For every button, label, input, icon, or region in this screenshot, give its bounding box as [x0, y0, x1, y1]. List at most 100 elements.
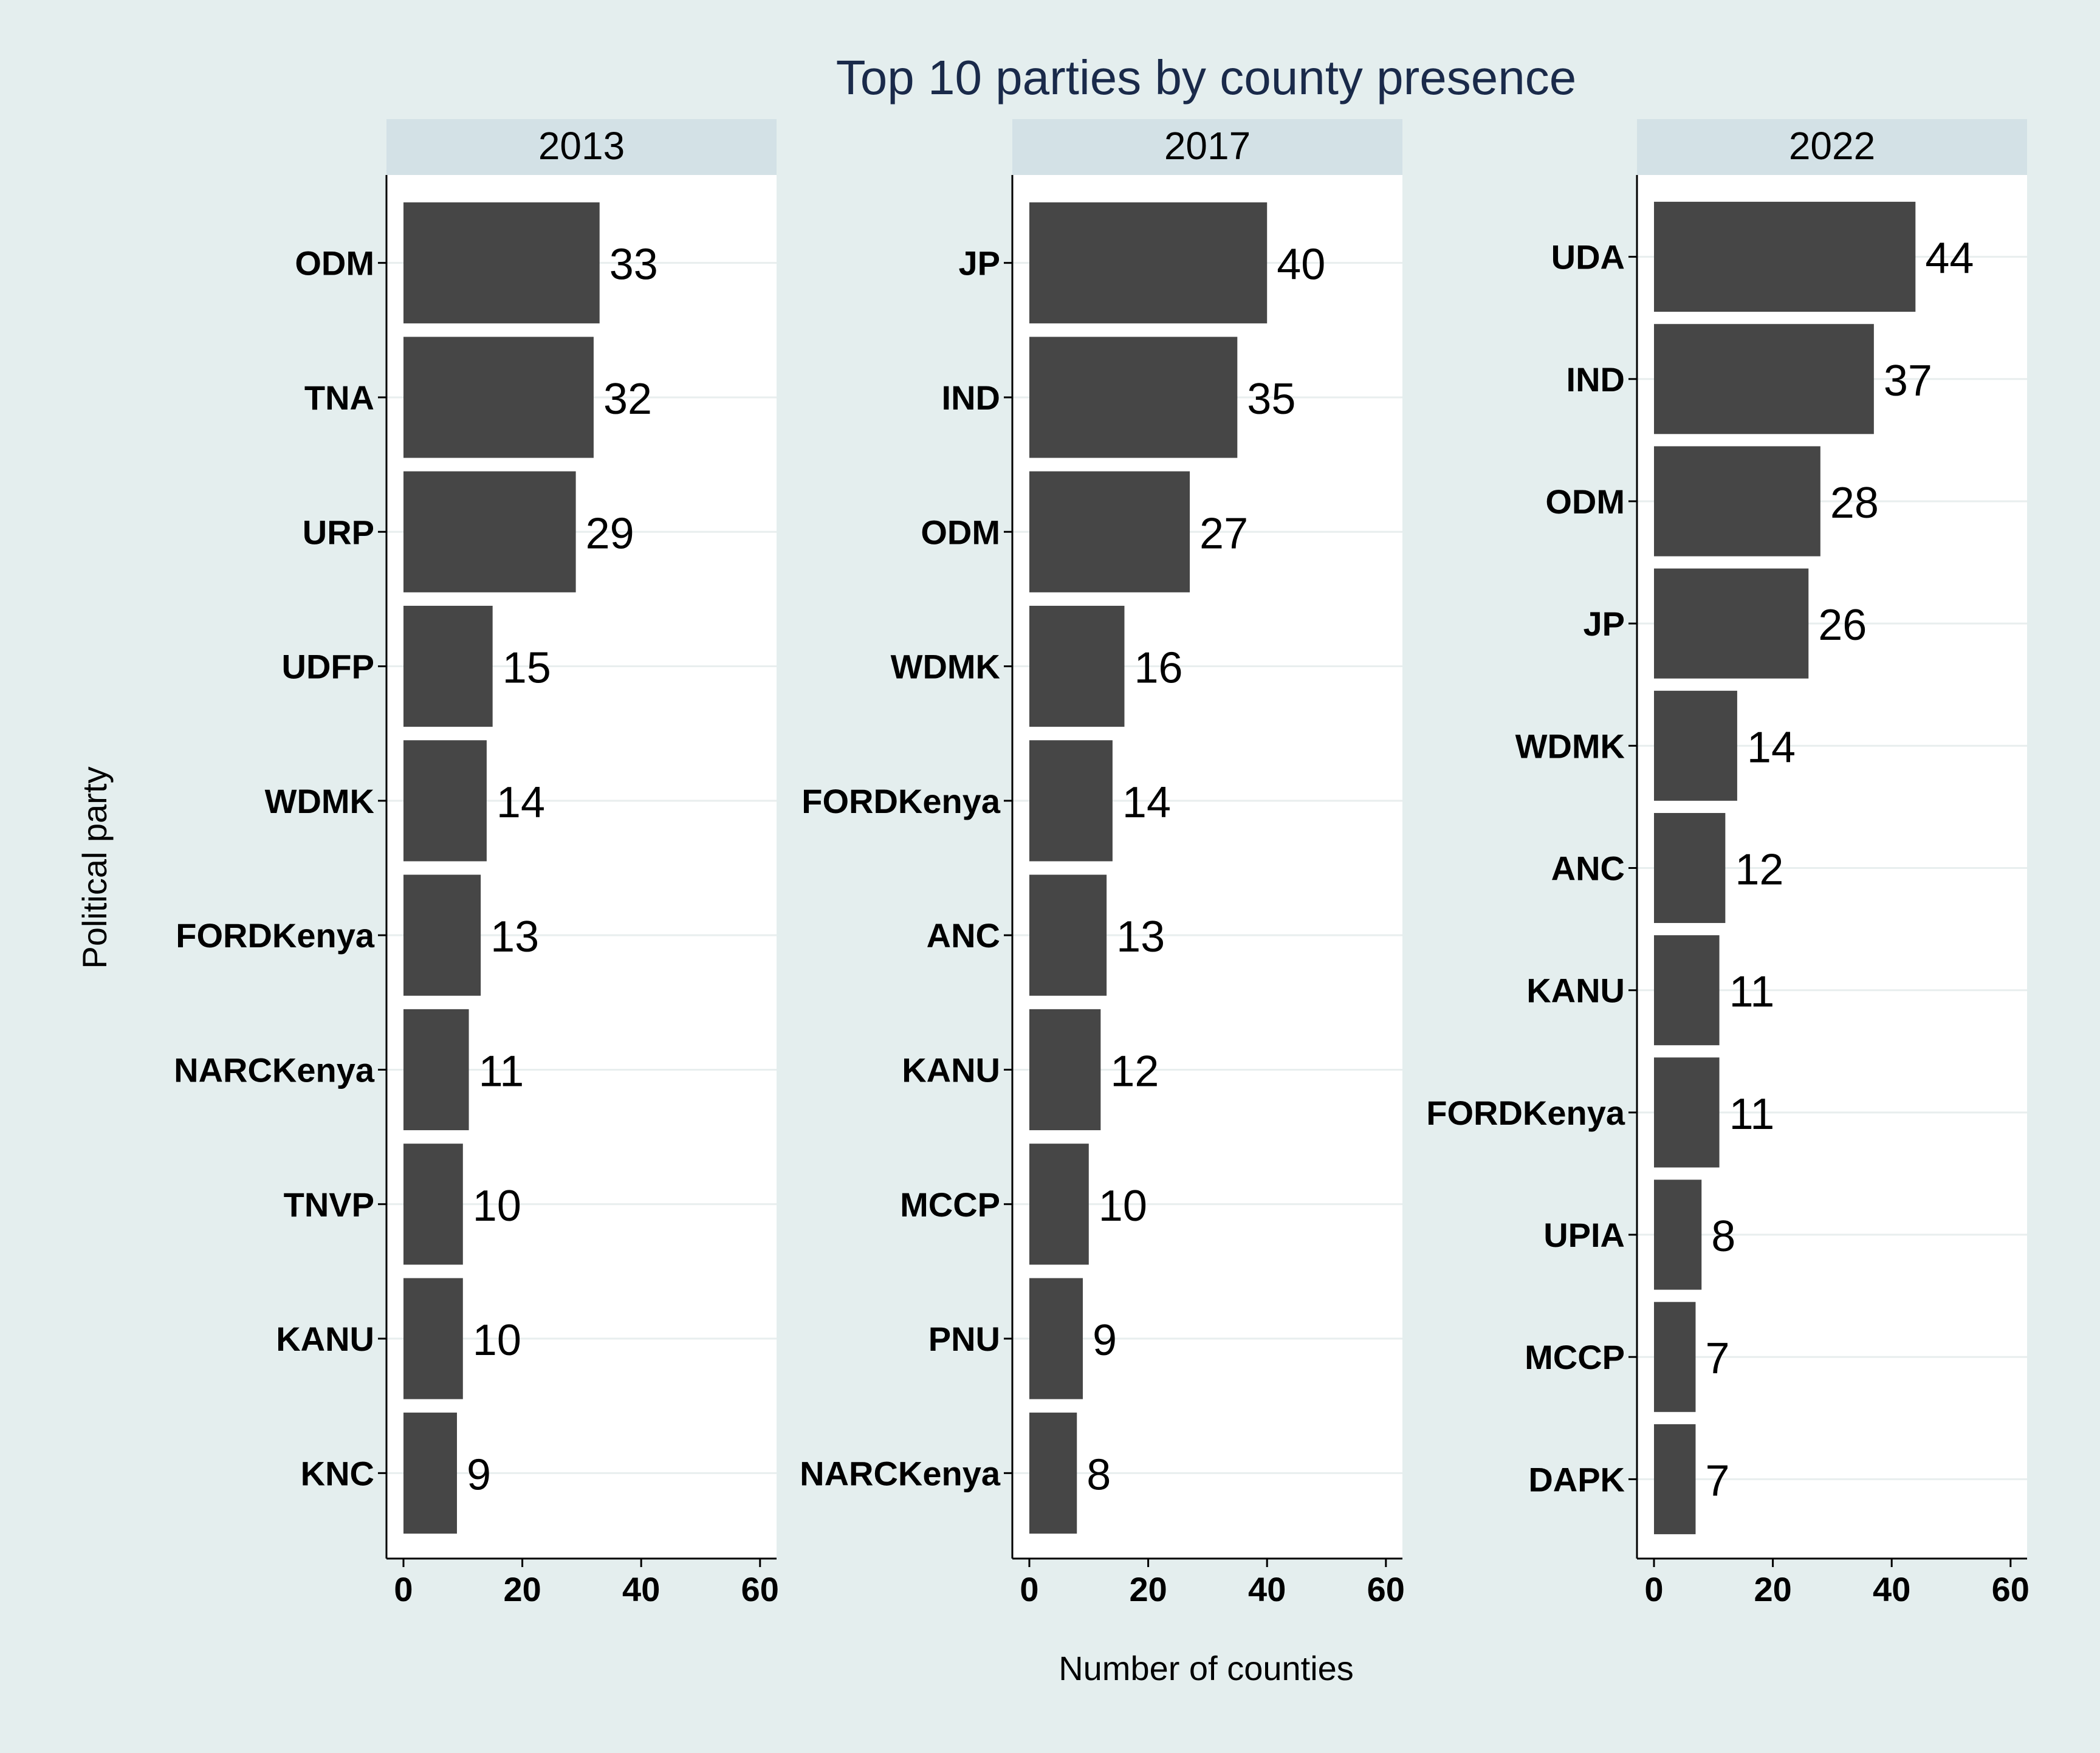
bar: [403, 337, 594, 458]
bar: [1029, 874, 1107, 996]
bar-value-label: 29: [586, 509, 634, 558]
bar-value-label: 15: [503, 644, 551, 693]
bar: [1654, 1057, 1720, 1168]
bar: [403, 1009, 469, 1131]
panel-strip-label: 2017: [1164, 124, 1251, 168]
y-tick-label: FORDKenya: [176, 916, 375, 955]
y-tick-label: MCCP: [1525, 1338, 1625, 1376]
bar: [1029, 1009, 1101, 1131]
y-tick-label: JP: [1584, 605, 1625, 643]
bar-value-label: 11: [1729, 1090, 1775, 1139]
panel-2022: 2022 44 UDA 37 IND 28 ODM 26 JP 14 WDMK 12 ANC 11 KANU…: [1426, 119, 2030, 1608]
panel-strip-label: 2013: [538, 124, 625, 168]
bar: [1654, 1424, 1696, 1534]
y-axis-label: Political party: [75, 766, 114, 969]
y-tick-label: ANC: [927, 916, 1000, 955]
y-tick-label: NARCKenya: [174, 1051, 375, 1089]
bar-value-label: 40: [1277, 241, 1325, 289]
panel-2017: 2017 40 JP 35 IND 27 ODM 16 WDMK 14 FORDKenya 13 ANC…: [800, 119, 1405, 1608]
bar: [403, 202, 600, 324]
y-tick-label: ODM: [1545, 482, 1625, 521]
y-tick-label: ODM: [921, 513, 1000, 551]
y-tick-label: TNA: [304, 379, 374, 417]
bar: [1654, 568, 1809, 679]
bar: [1029, 1144, 1089, 1265]
y-tick-label: KNC: [301, 1454, 374, 1492]
y-tick-label: IND: [1566, 360, 1625, 399]
y-tick-label: JP: [959, 244, 1001, 283]
bar: [403, 1412, 458, 1534]
bar: [403, 740, 487, 862]
bar: [1654, 324, 1874, 434]
x-tick-label: 40: [1873, 1570, 1910, 1608]
bar-value-label: 32: [603, 375, 652, 424]
bar-value-label: 13: [490, 913, 539, 961]
bar-value-label: 28: [1830, 479, 1879, 527]
bar: [403, 1278, 463, 1399]
bar-value-label: 44: [1925, 235, 1974, 283]
y-tick-label: WDMK: [265, 782, 374, 820]
y-tick-label: IND: [942, 379, 1000, 417]
panel-2013: 2013 33 ODM 32 TNA 29 URP 15 UDFP 14 WDMK 13 FORDKen…: [174, 119, 779, 1608]
x-tick-label: 40: [622, 1570, 660, 1608]
bar-value-label: 10: [473, 1182, 521, 1230]
y-tick-label: KANU: [1526, 972, 1625, 1010]
y-tick-label: URP: [303, 513, 374, 551]
y-tick-label: FORDKenya: [1426, 1094, 1625, 1132]
bar: [1654, 1179, 1702, 1290]
x-tick-label: 60: [1367, 1570, 1405, 1608]
bar: [403, 605, 493, 727]
bar: [1654, 935, 1720, 1046]
x-tick-label: 0: [1020, 1570, 1038, 1608]
bar-value-label: 26: [1818, 601, 1867, 650]
bar-value-label: 27: [1199, 509, 1248, 558]
bar: [403, 471, 576, 592]
y-tick-label: UDA: [1551, 238, 1625, 276]
y-tick-label: NARCKenya: [800, 1454, 1001, 1492]
y-tick-label: MCCP: [900, 1185, 1000, 1224]
panel-strip: [1012, 119, 1402, 175]
y-tick-label: ODM: [295, 244, 374, 283]
bar: [1654, 690, 1737, 801]
bar-value-label: 14: [496, 778, 545, 827]
y-tick-label: DAPK: [1528, 1460, 1625, 1498]
x-tick-label: 40: [1248, 1570, 1286, 1608]
y-tick-label: UDFP: [282, 648, 374, 686]
x-tick-label: 20: [1129, 1570, 1167, 1608]
bar-value-label: 8: [1711, 1212, 1735, 1261]
x-tick-label: 20: [1754, 1570, 1791, 1608]
bar-value-label: 7: [1705, 1456, 1729, 1505]
y-tick-label: ANC: [1551, 849, 1625, 888]
bar-value-label: 33: [609, 241, 658, 289]
bar: [403, 874, 481, 996]
bar-value-label: 11: [479, 1047, 524, 1096]
panel-strip: [386, 119, 777, 175]
bar: [403, 1144, 463, 1265]
y-tick-label: UPIA: [1543, 1216, 1625, 1254]
chart-title: Top 10 parties by county presence: [836, 50, 1577, 105]
x-tick-label: 0: [394, 1570, 413, 1608]
bar: [1654, 202, 1916, 312]
x-tick-label: 60: [1992, 1570, 2030, 1608]
bar-value-label: 14: [1122, 778, 1171, 827]
x-tick-label: 20: [503, 1570, 541, 1608]
bar: [1029, 471, 1190, 592]
y-tick-label: PNU: [928, 1320, 1000, 1358]
bar-value-label: 8: [1086, 1450, 1111, 1499]
bar-value-label: 13: [1116, 913, 1165, 961]
bar-value-label: 9: [1093, 1316, 1117, 1365]
y-tick-label: WDMK: [891, 648, 1000, 686]
x-axis-label: Number of counties: [1059, 1649, 1354, 1687]
panel-strip-label: 2022: [1789, 124, 1875, 168]
bar-value-label: 12: [1735, 846, 1783, 894]
y-tick-label: WDMK: [1515, 727, 1625, 765]
panels: 201333ODM32TNA29URP15UDFP14WDMK13FORDKen…: [174, 119, 2030, 1608]
y-tick-label: KANU: [276, 1320, 374, 1358]
x-tick-label: 0: [1644, 1570, 1663, 1608]
y-tick-label: KANU: [902, 1051, 1000, 1089]
bar: [1654, 812, 1726, 924]
bar-value-label: 7: [1705, 1334, 1729, 1383]
bar-value-label: 12: [1110, 1047, 1159, 1096]
